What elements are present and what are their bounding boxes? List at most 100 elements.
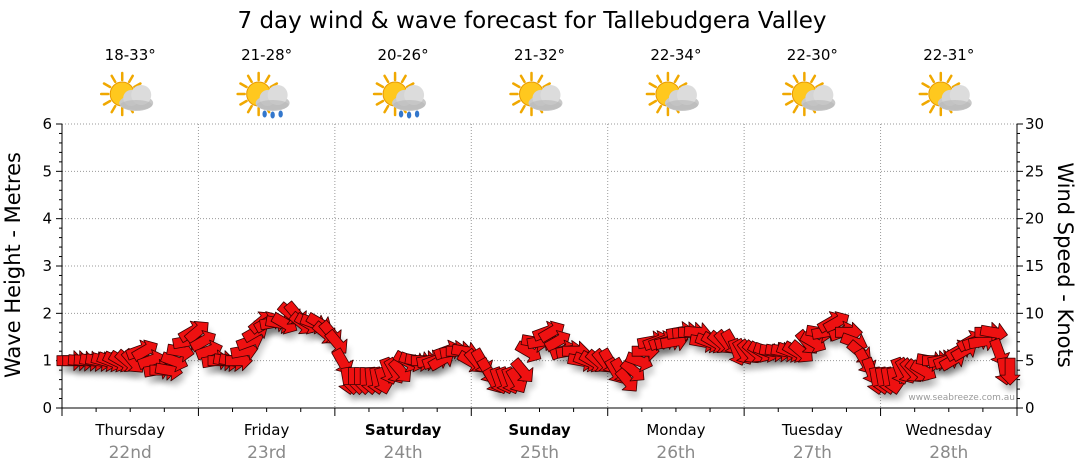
sun-cloud-icon — [782, 71, 836, 117]
sun-ray — [246, 104, 253, 114]
y-left-tick-label: 4 — [42, 210, 52, 228]
sun-ray — [537, 74, 544, 84]
rain-drop — [270, 111, 275, 119]
sun-ray — [269, 82, 279, 89]
y-right-tick-label: 20 — [1025, 210, 1044, 228]
day-temp-range: 21-28° — [241, 46, 292, 64]
credit-watermark: www.seabreeze.com.au — [908, 393, 1015, 403]
y-axis-left-label: Wave Height - Metres — [1, 152, 25, 378]
chart-title: 7 day wind & wave forecast for Tallebudg… — [238, 8, 827, 34]
day-axis-labels: Thursday 22nd Friday 23rd Saturday 24th Sunday… — [94, 421, 992, 463]
sun-ray — [792, 74, 799, 84]
rain-drop — [262, 110, 267, 118]
cloud-shade — [938, 100, 971, 110]
y-right-tick-label: 30 — [1025, 115, 1044, 133]
sun-ray — [784, 82, 794, 89]
sun-ray — [921, 82, 930, 89]
y-right-tick-label: 10 — [1025, 304, 1044, 322]
cloud-shade — [120, 100, 153, 110]
day-date-label: 25th — [520, 443, 559, 463]
sun-ray — [375, 82, 385, 89]
rain-drop — [406, 111, 412, 119]
day-temp-range: 22-30° — [787, 46, 838, 64]
sun-ray — [110, 74, 117, 84]
sun-ray — [110, 104, 117, 114]
sun-ray — [946, 74, 953, 84]
sun-ray — [133, 82, 142, 89]
wind-arrow-series — [56, 300, 1021, 396]
y-left-tick-label: 2 — [42, 304, 52, 322]
day-date-label: 26th — [656, 443, 695, 463]
day-temp-range: 22-31° — [923, 46, 974, 64]
wind-arrow — [884, 366, 906, 395]
cloud — [937, 85, 972, 111]
wind-arrow — [619, 358, 645, 382]
y-left-tick-label: 1 — [42, 352, 52, 370]
day-forecast-header: 18-33° 21-28° 20-26° 21-32° 22-34° 22-30° 22-3… — [99, 46, 974, 119]
wind-arrow — [510, 357, 534, 382]
sun-ray — [648, 99, 658, 106]
sun-ray — [784, 99, 794, 106]
sun-cloud-icon — [509, 71, 563, 117]
sun-ray — [246, 74, 253, 84]
day-name-label: Monday — [646, 421, 705, 439]
sun-ray — [102, 82, 112, 89]
sun-ray — [264, 74, 271, 84]
sun-cloud-icon — [99, 71, 154, 117]
y-right-tick-label: 25 — [1025, 162, 1044, 180]
day-temp-range: 21-32° — [514, 46, 565, 64]
sun-ray — [512, 82, 521, 89]
wind-arrow — [799, 330, 826, 354]
rain-drop — [398, 110, 404, 118]
rain-drop — [278, 110, 283, 118]
sun-ray — [648, 82, 658, 89]
day-name-label: Wednesday — [905, 421, 992, 439]
wind-arrow — [979, 322, 1008, 344]
day-name-label: Tuesday — [781, 421, 843, 439]
y-axis-right-label: Wind Speed - Knots — [1053, 162, 1077, 367]
day-date-label: 28th — [929, 443, 968, 463]
cloud — [119, 85, 154, 111]
sun-ray — [921, 99, 930, 106]
cloud — [801, 85, 836, 111]
sun-ray — [375, 99, 385, 106]
sun-ray — [929, 104, 936, 114]
sun-rays — [509, 71, 554, 117]
sun-ray — [519, 104, 526, 114]
wind-arrow — [514, 340, 542, 363]
sun-ray — [383, 74, 390, 84]
day-date-label: 22nd — [109, 443, 152, 463]
sun-ray — [656, 104, 663, 114]
sun-ray — [405, 82, 415, 89]
cloud — [392, 85, 427, 111]
day-name-label: Saturday — [365, 421, 442, 439]
day-temp-range: 20-26° — [378, 46, 429, 64]
day-name-label: Thursday — [94, 421, 165, 439]
sun-ray — [239, 99, 248, 106]
day-temp-range: 18-33° — [105, 46, 156, 64]
cloud — [664, 85, 699, 111]
sun-cloud-rain-icon — [236, 71, 290, 119]
cloud-shade — [393, 100, 426, 110]
sun-ray — [102, 99, 112, 106]
cloud-shade — [529, 100, 562, 110]
sun-ray — [519, 74, 526, 84]
y-left-tick-label: 0 — [42, 399, 52, 417]
sun-ray — [656, 74, 663, 84]
cloud — [528, 85, 563, 111]
y-right-tick-label: 15 — [1025, 257, 1044, 275]
y-right-tick-label: 0 — [1025, 399, 1035, 417]
wind-arrow — [537, 320, 565, 344]
sun-ray — [815, 82, 824, 89]
sun-ray — [810, 74, 817, 84]
day-date-label: 24th — [384, 443, 423, 463]
sun-ray — [127, 74, 134, 84]
y-left-tick-label: 6 — [42, 115, 52, 133]
day-date-label: 27th — [793, 443, 832, 463]
wind-arrow — [624, 351, 653, 373]
y-left-tick-label: 3 — [42, 257, 52, 275]
day-temp-range: 22-34° — [650, 46, 701, 64]
cloud-shade — [802, 100, 835, 110]
cloud-shade — [665, 100, 698, 110]
